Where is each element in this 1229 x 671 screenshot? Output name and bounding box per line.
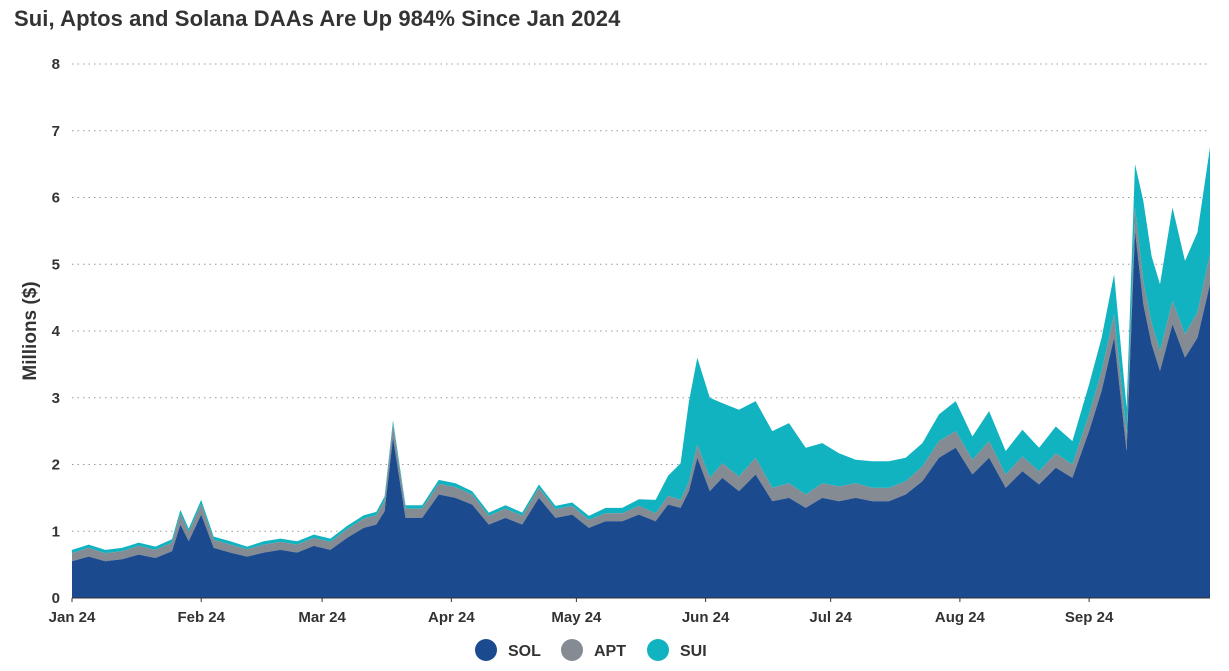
area-series-apt — [72, 207, 1210, 562]
legend-label-sui: SUI — [680, 643, 707, 660]
legend-layer: SOL APT SUI — [475, 639, 707, 661]
y-axis-label: Millions ($) — [20, 281, 41, 380]
x-tick-label: Aug 24 — [935, 609, 986, 626]
y-tick-label: 2 — [52, 457, 60, 474]
y-tick-label: 5 — [52, 256, 60, 273]
y-tick-label: 8 — [52, 56, 60, 73]
y-tick-label: 1 — [52, 523, 60, 540]
x-tick-label: Apr 24 — [428, 609, 475, 626]
y-tick-label: 0 — [52, 590, 60, 607]
x-tick-label: Sep 24 — [1065, 609, 1114, 626]
legend-label-sol: SOL — [508, 643, 541, 660]
chart-title: Sui, Aptos and Solana DAAs Are Up 984% S… — [14, 6, 621, 31]
x-tick-label: May 24 — [551, 609, 602, 626]
y-tick-label: 4 — [52, 323, 61, 340]
area-layer — [72, 147, 1210, 598]
y-tick-label: 7 — [52, 123, 60, 140]
x-tick-label: Feb 24 — [177, 609, 225, 626]
legend-swatch-apt — [561, 639, 583, 661]
axis-layer: 0 1 2 3 4 5 6 7 8 Jan 24 Feb 24 Mar 24 Apr 24 May 24 J… — [20, 56, 1210, 626]
y-tick-label: 3 — [52, 390, 60, 407]
legend-swatch-sol — [475, 639, 497, 661]
area-series-sui — [72, 147, 1210, 554]
x-tick-label: Jan 24 — [49, 609, 96, 626]
area-series-sol — [72, 230, 1210, 598]
x-tick-label: Jun 24 — [682, 609, 730, 626]
x-tick-label: Mar 24 — [298, 609, 346, 626]
x-tick-label: Jul 24 — [809, 609, 852, 626]
y-tick-label: 6 — [52, 190, 60, 207]
legend-label-apt: APT — [594, 643, 626, 660]
legend-swatch-sui — [647, 639, 669, 661]
